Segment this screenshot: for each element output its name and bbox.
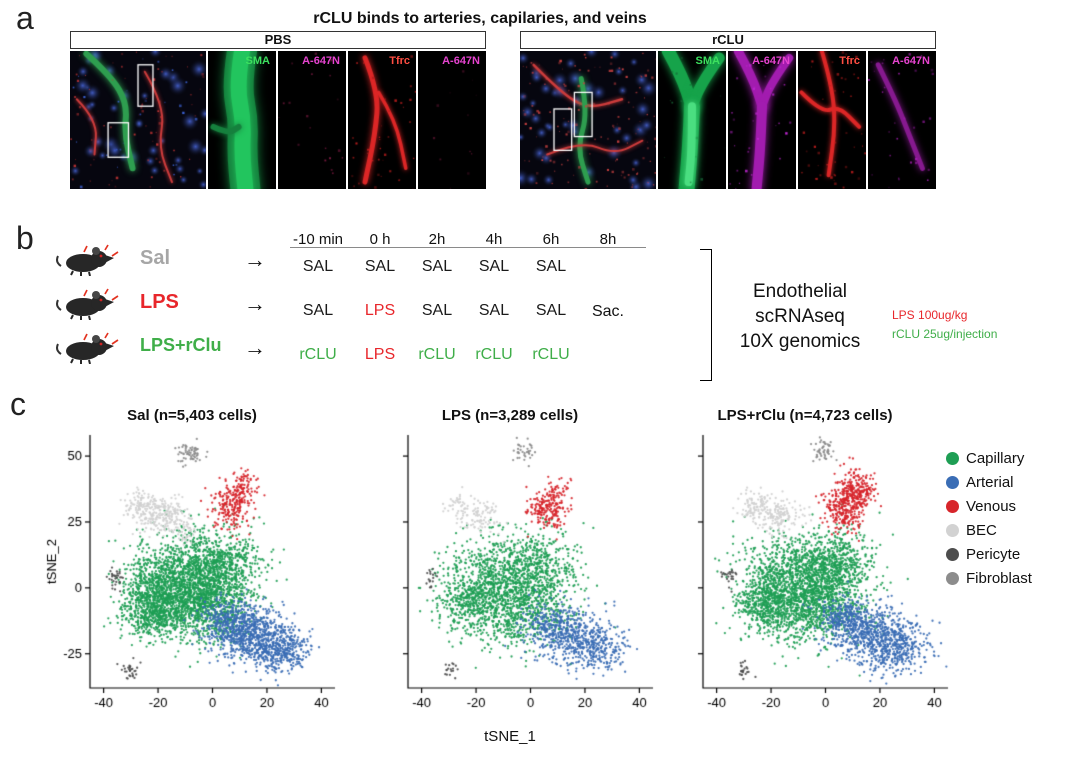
legend-label: Arterial: [966, 474, 1014, 491]
arterial-dot-icon: [946, 476, 959, 489]
channel-label-a647n: A-647N: [302, 55, 340, 67]
arrow-icon: →: [244, 247, 266, 272]
group-label-lps: LPS: [140, 291, 179, 313]
legend-label: Capillary: [966, 450, 1025, 467]
timepoint: -10 min: [292, 231, 344, 248]
tsne-plot-lps-rclu: [655, 426, 955, 721]
dose-cell: SAL: [535, 302, 567, 319]
micrograph-pbs-a647n-1: [278, 51, 346, 189]
legend-item-capillary: Capillary: [946, 450, 1032, 467]
legend-label: Pericyte: [966, 546, 1021, 563]
legend-item-pericyte: Pericyte: [946, 546, 1032, 563]
dose-cell: SAL: [421, 302, 453, 319]
dose-cell: SAL: [302, 258, 334, 275]
channel-label-sma: SMA: [695, 55, 720, 67]
micrograph-pbs-a647n-2: [418, 51, 486, 189]
micrograph-rclu-sma: [658, 51, 726, 189]
micrograph-rclu-merged: [520, 51, 656, 189]
outcome-text: Endothelial scRNAseq 10X genomics: [739, 281, 861, 353]
legend-item-bec: BEC: [946, 522, 1032, 539]
timepoint: 2h: [428, 231, 446, 248]
cluster-legend: Capillary Arterial Venous BEC Pericyte F…: [946, 450, 1032, 587]
dose-cell: SAL: [478, 258, 510, 275]
dose-cell: SAL: [535, 258, 567, 275]
channel-label-a647n: A-647N: [892, 55, 930, 67]
tsne-plot-lps: [360, 426, 660, 721]
capillary-dot-icon: [946, 452, 959, 465]
group-label-sal: Sal: [140, 247, 171, 269]
group-label-lps-rclu: LPS+rClu: [140, 335, 222, 355]
channel-label-a647n: A-647N: [442, 55, 480, 67]
tsne-plot-sal: [42, 426, 342, 721]
panel-a-title: rCLU binds to arteries, capilaries, and …: [313, 10, 647, 27]
dose-cell: rCLU: [532, 346, 570, 363]
bracket: [700, 249, 712, 381]
micrograph-pbs-merged: [70, 51, 206, 189]
arrow-icon: →: [244, 291, 266, 316]
legend-label: Fibroblast: [966, 570, 1032, 587]
tsne-title-lps-rclu: LPS+rClu (n=4,723 cells): [717, 407, 893, 424]
micrograph-rclu-tfrc: [798, 51, 866, 189]
micrograph-pbs-sma: [208, 51, 276, 189]
venous-dot-icon: [946, 500, 959, 513]
legend-label: Venous: [966, 498, 1017, 515]
panel-b-label: b: [16, 220, 34, 256]
sacrifice-label: Sac.: [591, 303, 624, 320]
bec-dot-icon: [946, 524, 959, 537]
channel-label-sma: SMA: [245, 55, 270, 67]
dose-cell: SAL: [421, 258, 453, 275]
micrograph-rclu-a647n-1: [728, 51, 796, 189]
mouse-icon: [56, 288, 119, 320]
timeline-rule: [290, 229, 646, 248]
legend-label: BEC: [966, 522, 997, 539]
panel-c-label: c: [10, 386, 26, 422]
timepoint: 4h: [485, 231, 503, 248]
timepoint: 6h: [542, 231, 560, 248]
micrograph-pbs-tfrc: [348, 51, 416, 189]
channel-label-a647n: A-647N: [752, 55, 790, 67]
legend-item-venous: Venous: [946, 498, 1032, 515]
dose-cell: rCLU: [418, 346, 456, 363]
timepoint: 8h: [599, 231, 617, 248]
mouse-icon: [56, 244, 119, 276]
legend-item-arterial: Arterial: [946, 474, 1032, 491]
channel-label-tfrc: Tfrc: [839, 55, 860, 67]
timepoint: 0 h: [369, 231, 391, 248]
note-lps-dose: LPS 100ug/kg: [892, 308, 968, 322]
tsne-title-lps: LPS (n=3,289 cells): [441, 407, 579, 424]
micrograph-rclu-a647n-2: [868, 51, 936, 189]
channel-label-tfrc: Tfrc: [389, 55, 410, 67]
pericyte-dot-icon: [946, 548, 959, 561]
group-header-rclu: rCLU: [520, 31, 936, 49]
dose-cell: LPS: [364, 346, 396, 363]
dose-cell: SAL: [478, 302, 510, 319]
dose-cell: SAL: [302, 302, 334, 319]
group-header-pbs: PBS: [70, 31, 486, 49]
fibroblast-dot-icon: [946, 572, 959, 585]
tsne-title-sal: Sal (n=5,403 cells): [127, 407, 257, 424]
arrow-icon: →: [244, 335, 266, 360]
legend-item-fibroblast: Fibroblast: [946, 570, 1032, 587]
mouse-icon: [56, 332, 119, 364]
x-axis-label: tSNE_1: [484, 728, 536, 745]
dose-cell: rCLU: [475, 346, 513, 363]
panel-a-label: a: [16, 0, 34, 36]
dose-cell: SAL: [364, 258, 396, 275]
note-rclu-dose: rCLU 25ug/injection: [892, 327, 998, 341]
dose-cell: rCLU: [299, 346, 337, 363]
dose-cell: LPS: [364, 302, 396, 319]
